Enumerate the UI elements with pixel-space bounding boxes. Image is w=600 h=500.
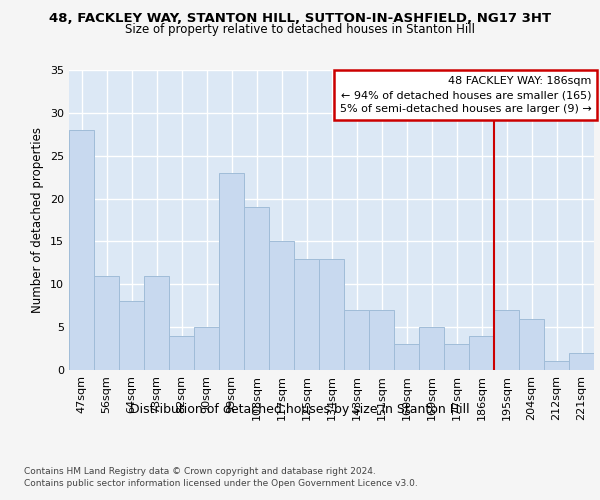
Bar [269,242,294,370]
Y-axis label: Number of detached properties: Number of detached properties [31,127,44,313]
Bar [194,327,219,370]
Bar [94,276,119,370]
Text: 48 FACKLEY WAY: 186sqm
← 94% of detached houses are smaller (165)
5% of semi-det: 48 FACKLEY WAY: 186sqm ← 94% of detached… [340,76,592,114]
Bar [219,173,244,370]
Bar [494,310,519,370]
Bar [419,327,444,370]
Text: Contains public sector information licensed under the Open Government Licence v3: Contains public sector information licen… [24,479,418,488]
Bar [169,336,194,370]
Bar [469,336,494,370]
Text: Size of property relative to detached houses in Stanton Hill: Size of property relative to detached ho… [125,22,475,36]
Bar [119,302,144,370]
Bar [344,310,369,370]
Bar [244,207,269,370]
Bar [319,258,344,370]
Bar [569,353,594,370]
Bar [69,130,94,370]
Bar [544,362,569,370]
Bar [444,344,469,370]
Text: Distribution of detached houses by size in Stanton Hill: Distribution of detached houses by size … [130,402,470,415]
Text: 48, FACKLEY WAY, STANTON HILL, SUTTON-IN-ASHFIELD, NG17 3HT: 48, FACKLEY WAY, STANTON HILL, SUTTON-IN… [49,12,551,26]
Bar [294,258,319,370]
Bar [519,318,544,370]
Text: Contains HM Land Registry data © Crown copyright and database right 2024.: Contains HM Land Registry data © Crown c… [24,468,376,476]
Bar [394,344,419,370]
Bar [144,276,169,370]
Bar [369,310,394,370]
